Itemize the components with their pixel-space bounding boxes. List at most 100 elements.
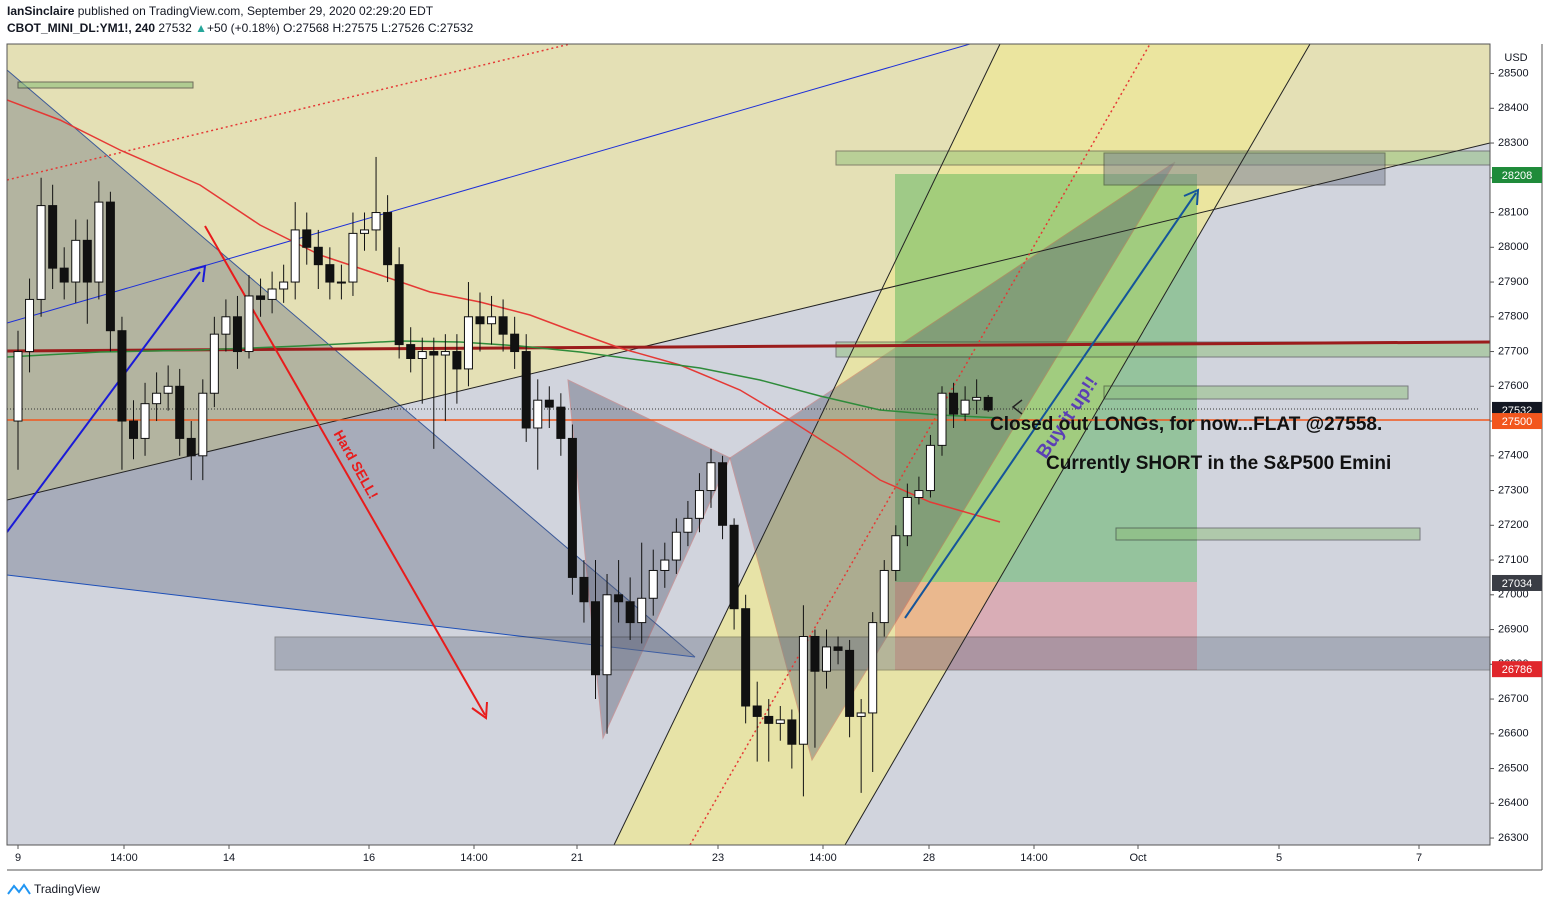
y-tick-label: 26300 [1498, 832, 1529, 844]
candle-body [163, 385, 173, 394]
candle-body [752, 705, 762, 717]
published: published on TradingView.com, September … [78, 4, 434, 18]
price-badge [1492, 574, 1542, 591]
candle-body [972, 396, 982, 401]
y-tick-label: 27000 [1498, 589, 1529, 601]
dotted-line [689, 44, 1151, 845]
x-tick-label: 28 [923, 852, 935, 864]
candle-body [787, 719, 797, 745]
candle-body [82, 239, 92, 283]
moving-average [7, 99, 1001, 523]
candle-body [579, 576, 589, 603]
x-tick-label: 21 [571, 852, 583, 864]
x-tick-label: 9 [15, 852, 21, 864]
candle-body [925, 444, 935, 492]
candle-body [937, 392, 947, 446]
candle-body [960, 399, 970, 415]
candle-body [290, 229, 300, 283]
candle-body [129, 420, 138, 439]
candle-body [279, 281, 289, 290]
candle-body [683, 517, 693, 533]
profit-zone [895, 174, 1197, 582]
candle-body [648, 569, 658, 599]
price-badge [1492, 661, 1542, 678]
candle-body [117, 330, 127, 422]
price-badge-label: 28208 [1502, 170, 1533, 182]
y-tick-label: 28000 [1498, 241, 1529, 253]
plot-border [6, 43, 1491, 846]
y-tick-label: 28300 [1498, 137, 1529, 149]
x-tick-label: Oct [1129, 852, 1146, 864]
candle-body [256, 295, 266, 300]
candle-body [13, 351, 23, 422]
candle-body [544, 399, 554, 408]
candle-body [798, 635, 808, 745]
trend-line [7, 44, 971, 324]
annotation: Currently SHORT in the S&P500 Emini [1046, 453, 1391, 474]
candle-body [140, 403, 150, 439]
candles [13, 156, 993, 797]
arrow-head [1183, 188, 1200, 206]
channel-line [613, 44, 1001, 845]
footer: TradingView [7, 882, 100, 896]
price-badge-label: 27034 [1502, 578, 1533, 590]
candle-body [25, 298, 35, 353]
x-tick-label: 14:00 [110, 852, 138, 864]
open: O:27568 [283, 21, 329, 35]
candle-body [394, 264, 404, 346]
candle-body [325, 264, 335, 283]
candle-body [94, 201, 104, 283]
y-tick-label: 27300 [1498, 484, 1529, 496]
candle-body [209, 333, 219, 394]
candle-body [440, 351, 450, 356]
y-tick-label: 27600 [1498, 380, 1529, 392]
candle-body [498, 316, 508, 335]
candle-body [822, 646, 831, 672]
y-tick-label: 26500 [1498, 762, 1529, 774]
y-tick-label: 27800 [1498, 311, 1529, 323]
annotation: Closed out LONGs, for now...FLAT @27558. [990, 414, 1382, 435]
arrow: ▲ [195, 21, 207, 35]
x-tick-label: 14 [223, 852, 235, 864]
candle-body [591, 601, 600, 676]
y-tick-label: 28100 [1498, 206, 1529, 218]
candle-body [983, 396, 993, 411]
candle-body [706, 462, 716, 492]
candle-body [487, 316, 497, 325]
candle-body [348, 232, 358, 283]
x-tick-label: 14:00 [809, 852, 837, 864]
candle-body [463, 316, 473, 370]
arrow-head [189, 264, 207, 283]
candle-body [718, 462, 728, 526]
change: +50 (+0.18%) [207, 21, 280, 35]
channel-line [844, 44, 1311, 845]
candle-body [360, 229, 369, 234]
candle-body [810, 635, 820, 672]
arrow-head [471, 701, 488, 720]
candle-body [105, 201, 115, 332]
candle-body [879, 569, 889, 624]
candle-body [556, 406, 566, 439]
candle-body [417, 351, 427, 359]
y-tick-label: 27900 [1498, 276, 1529, 288]
triangle-edge [7, 69, 696, 658]
candle-body [637, 597, 647, 624]
symbol: CBOT_MINI_DL:YM1!, 240 [7, 21, 155, 35]
candle-body [533, 399, 543, 429]
author: IanSinclaire [7, 4, 75, 18]
low: L:27526 [381, 21, 425, 35]
x-tick-label: 5 [1276, 852, 1282, 864]
candle-body [186, 437, 196, 457]
candle-body [856, 712, 866, 717]
candle-body [845, 649, 855, 717]
candle-body [36, 205, 46, 300]
candle-body [175, 385, 185, 439]
price-badge-label: 26786 [1502, 664, 1533, 676]
y-tick-label: 28500 [1498, 67, 1529, 79]
price-badge-label: 27500 [1502, 416, 1533, 428]
candle-body [302, 229, 312, 248]
y-tick-label: 28400 [1498, 102, 1529, 114]
candle-body [694, 490, 704, 519]
candle-body [891, 535, 901, 571]
yellow-channel [614, 44, 1310, 845]
